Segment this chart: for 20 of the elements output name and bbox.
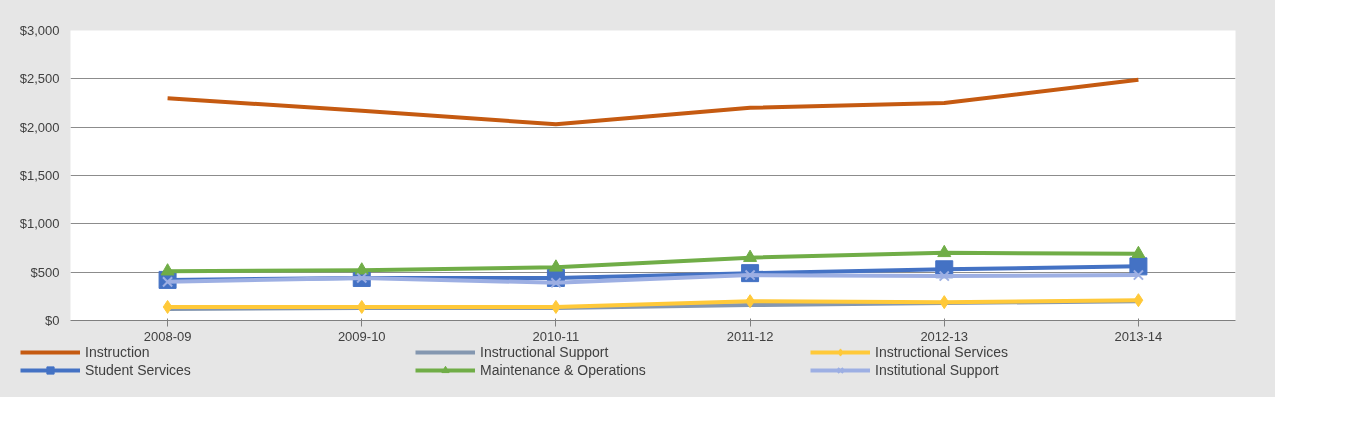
y-tick-label: $2,000 [19, 119, 60, 135]
legend-label: Instruction [85, 343, 151, 361]
y-tick-label: $2,500 [19, 71, 60, 87]
legend-label: Maintenance & Operations [480, 361, 647, 379]
y-tick-label: $0 [45, 313, 60, 328]
x-tick-label: 2009-10 [337, 328, 386, 344]
line-series [165, 77, 1141, 127]
y-tick-label: $500 [30, 264, 60, 280]
x-tick-label: 2013-14 [1114, 328, 1163, 344]
legend-label: Student Services [85, 361, 192, 379]
y-tick-label: $1,500 [19, 168, 60, 183]
y-tick-label: $3,000 [19, 23, 60, 38]
legend-label: Instructional Support [480, 343, 610, 361]
legend-label: Institutional Support [875, 361, 1000, 379]
legend-label: Instructional Services [875, 343, 1010, 361]
y-tick-label: $1,000 [19, 216, 60, 232]
x-tick-label: 2011-12 [726, 328, 774, 344]
x-tick-label: 2012-13 [920, 328, 969, 344]
x-tick-label: 2010-11 [532, 328, 580, 344]
x-tick-label: 2008-09 [143, 328, 192, 344]
